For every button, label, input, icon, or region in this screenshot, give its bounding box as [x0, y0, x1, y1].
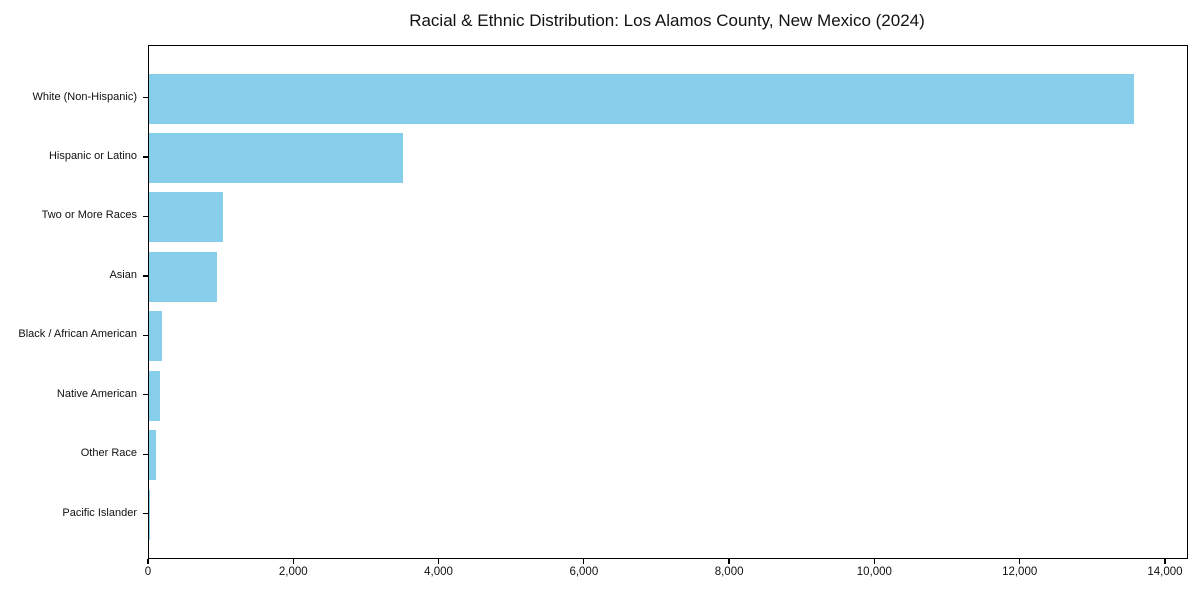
y-axis-tick [143, 215, 148, 218]
y-axis-tick [143, 453, 148, 455]
x-axis-tick-label: 8,000 [714, 566, 744, 578]
y-axis-tick [143, 334, 148, 336]
y-axis-tick [143, 513, 148, 515]
y-axis-label: Asian [109, 268, 137, 281]
x-axis-tick-label: 6,000 [569, 566, 599, 578]
x-axis-tick-label: 12,000 [1002, 566, 1038, 578]
x-axis-tick [728, 558, 730, 564]
bar [149, 132, 403, 183]
y-axis-label: Pacific Islander [62, 506, 137, 519]
y-axis-label: Other Race [80, 447, 137, 460]
x-axis-tick-label: 2,000 [278, 566, 308, 578]
bar [149, 192, 224, 243]
bar [149, 430, 156, 481]
plot-area [148, 45, 1188, 559]
chart-title: Racial & Ethnic Distribution: Los Alamos… [409, 11, 925, 30]
x-axis-tick-label: 4,000 [424, 566, 453, 578]
y-axis-label: Two or More Races [41, 209, 137, 222]
y-axis-tick [143, 275, 148, 277]
bar [149, 489, 151, 540]
y-axis-tick [143, 394, 148, 396]
x-axis-tick [1164, 558, 1166, 564]
y-axis-label: White (Non-Hispanic) [32, 90, 137, 103]
y-axis-label: Hispanic or Latino [48, 149, 137, 162]
x-axis-tick [147, 558, 149, 564]
bar [149, 311, 163, 362]
x-axis-tick [1019, 558, 1021, 564]
x-axis-tick [437, 558, 440, 564]
x-axis-tick [292, 558, 294, 564]
y-axis-tick [143, 156, 148, 158]
x-axis-tick [583, 558, 585, 564]
x-axis-tick-label: 14,000 [1147, 566, 1183, 578]
bar [149, 370, 160, 421]
y-axis-label: Black / African American [18, 328, 137, 341]
x-axis-tick-label: 10,000 [856, 566, 892, 578]
x-axis-tick [873, 558, 876, 564]
y-axis-tick [143, 96, 148, 99]
bar [149, 251, 218, 302]
x-axis-tick-label: 0 [144, 566, 152, 578]
bar [149, 73, 1134, 124]
y-axis-label: Native American [56, 387, 137, 400]
